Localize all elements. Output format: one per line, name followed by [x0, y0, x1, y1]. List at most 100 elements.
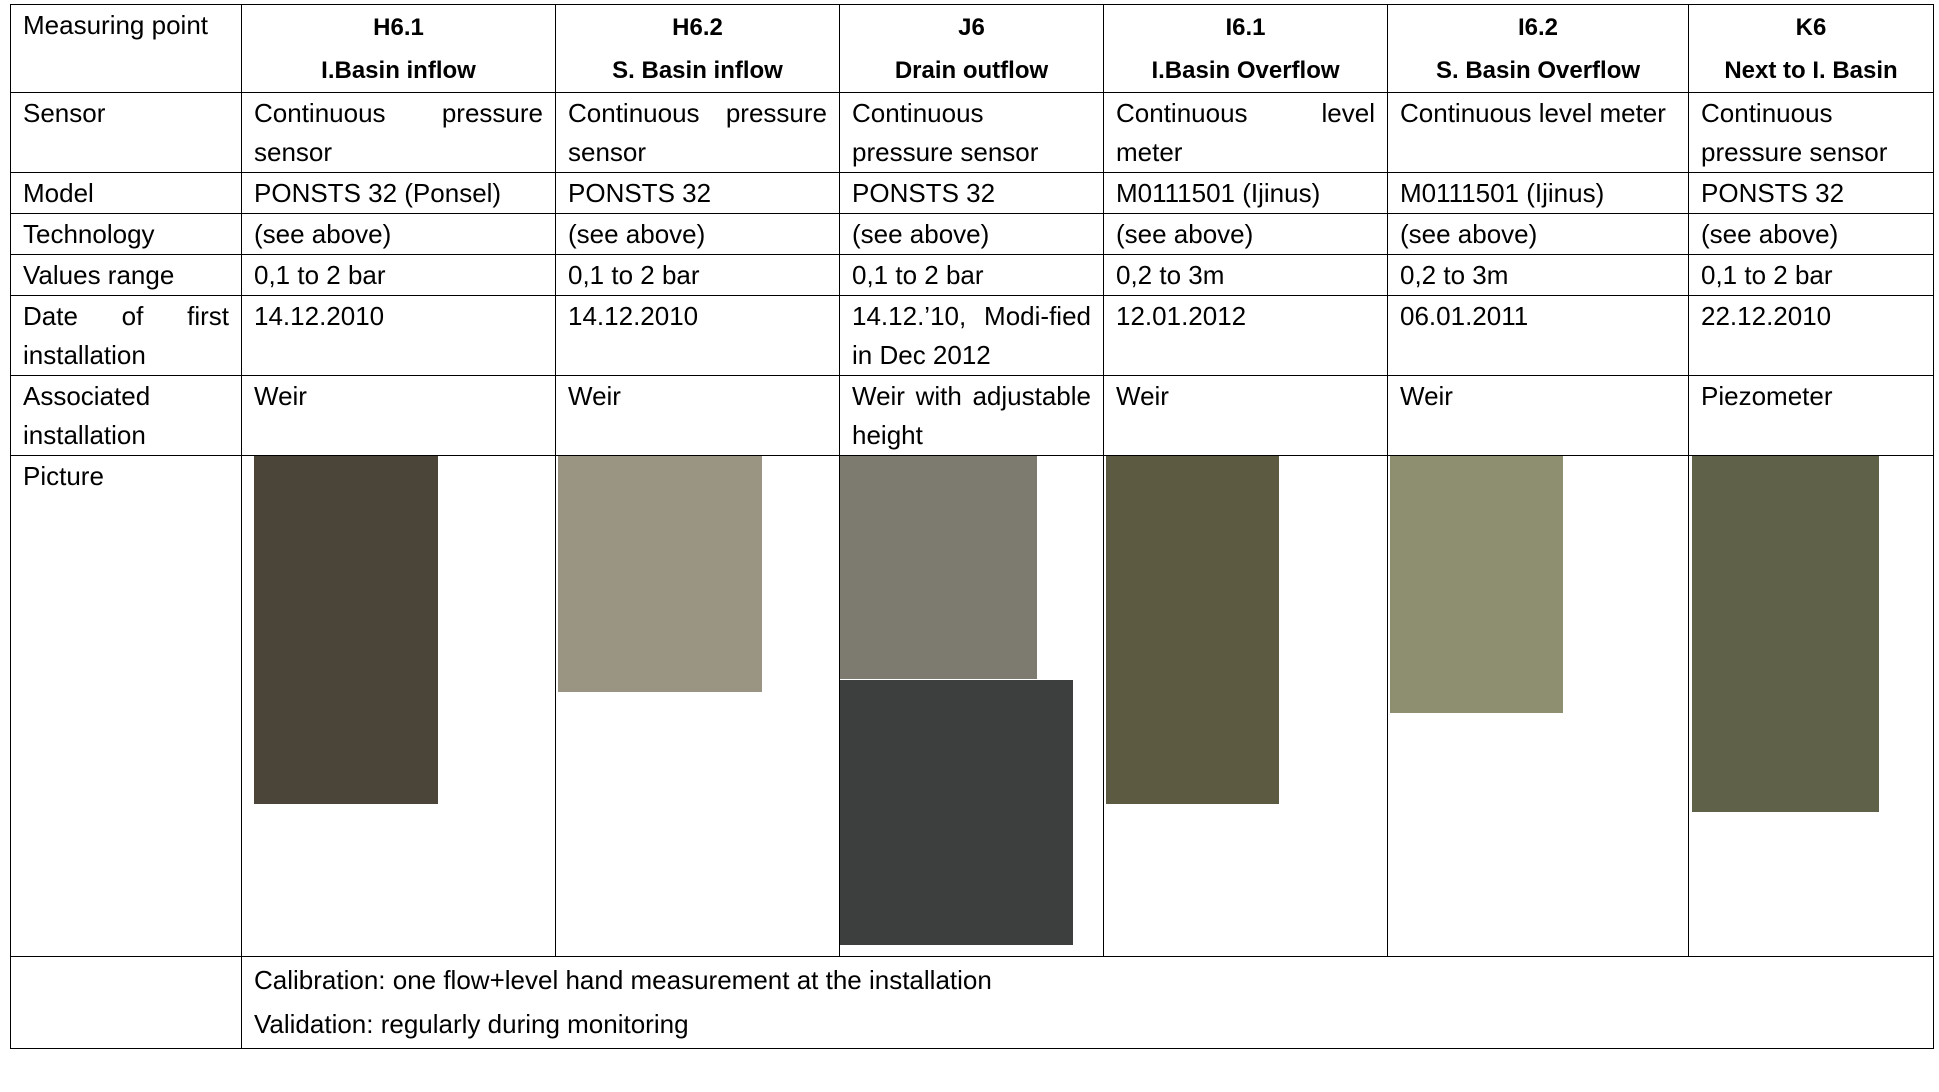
photo [1692, 456, 1879, 812]
header-cell: H6.1 I.Basin inflow [241, 4, 556, 93]
row-label: Values range [23, 260, 175, 290]
empty-cell [10, 956, 242, 1049]
cell-text: PONSTS 32 [852, 178, 996, 208]
table-cell: PONSTS 32 (Ponsel) [241, 172, 556, 214]
row-label-cell: Picture [10, 455, 242, 957]
table-cell: 14.12.’10, Modi-fied in Dec 2012 [839, 295, 1104, 376]
column-name: I.Basin inflow [321, 57, 476, 84]
row-label: Associated installation [23, 381, 151, 450]
row-label-cell: Date of first installation [10, 295, 242, 376]
cell-text: Weir [1116, 381, 1169, 411]
cell-text: Continuous pressure sensor [568, 98, 827, 167]
table-cell: (see above) [839, 213, 1104, 255]
table-row: Date of first installation 14.12.2010 14.1… [10, 295, 1934, 376]
table-row: Model PONSTS 32 (Ponsel) PONSTS 32 PONSTS 3… [10, 172, 1934, 214]
cell-text: 0,2 to 3m [1116, 260, 1225, 290]
note-line: Calibration: one flow+level hand measure… [254, 965, 992, 995]
table-cell: Continuous level meter [1103, 92, 1388, 173]
table-cell: 14.12.2010 [241, 295, 556, 376]
table-cell: PONSTS 32 [555, 172, 840, 214]
note-line: Validation: regularly during monitoring [254, 1009, 689, 1039]
table-cell: (see above) [555, 213, 840, 255]
table-cell: Continuous pressure sensor [839, 92, 1104, 173]
cell-text: (see above) [1400, 219, 1538, 249]
cell-text: (see above) [852, 219, 990, 249]
cell-text: (see above) [568, 219, 706, 249]
cell-text: (see above) [254, 219, 392, 249]
row-label: Picture [23, 461, 104, 491]
notes-cell: Calibration: one flow+level hand measure… [241, 956, 1934, 1049]
table-cell: PONSTS 32 [839, 172, 1104, 214]
cell-text: 0,1 to 2 bar [852, 260, 984, 290]
table-cell: Weir with adjustable height [839, 375, 1104, 456]
table-row: Values range 0,1 to 2 bar 0,1 to 2 bar 0,1 … [10, 254, 1934, 296]
cell-text: (see above) [1116, 219, 1254, 249]
cell-text: PONSTS 32 (Ponsel) [254, 178, 502, 208]
table-cell: Weir [241, 375, 556, 456]
table-cell: 22.12.2010 [1688, 295, 1934, 376]
photo [840, 680, 1073, 945]
table-cell: Continuous pressure sensor [1688, 92, 1934, 173]
cell-text: Continuous pressure sensor [1701, 98, 1888, 167]
photo [254, 456, 438, 804]
photo [558, 456, 762, 692]
cell-text: M0111501 (Ijinus) [1116, 178, 1321, 208]
cell-text: 22.12.2010 [1701, 301, 1832, 331]
row-label-cell: Sensor [10, 92, 242, 173]
header-row: Measuring point H6.1 I.Basin inflow H6.2 S. … [10, 4, 1934, 93]
table-cell: 0,1 to 2 bar [555, 254, 840, 296]
table-cell: Weir [1387, 375, 1689, 456]
picture-cell [1688, 455, 1934, 957]
cell-text: Weir [254, 381, 307, 411]
cell-text: 0,2 to 3m [1400, 260, 1509, 290]
cell-text: Continuous pressure sensor [254, 98, 543, 167]
column-id: I6.2 [1517, 14, 1559, 41]
row-label: Date of first installation [23, 301, 229, 370]
row-label-cell: Technology [10, 213, 242, 255]
table-cell: 12.01.2012 [1103, 295, 1388, 376]
cell-text: Continuous pressure sensor [852, 98, 1039, 167]
photo [1390, 456, 1563, 713]
column-name: S. Basin Overflow [1435, 57, 1641, 84]
column-name: Drain outflow [894, 57, 1049, 84]
table-cell: M0111501 (Ijinus) [1387, 172, 1689, 214]
table-cell: 0,2 to 3m [1103, 254, 1388, 296]
header-cell: I6.2 S. Basin Overflow [1387, 4, 1689, 93]
cell-text: M0111501 (Ijinus) [1400, 178, 1605, 208]
table-cell: M0111501 (Ijinus) [1103, 172, 1388, 214]
table-row: Sensor Continuous pressure sensor Continuo… [10, 92, 1934, 173]
cell-text: Piezometer [1701, 381, 1833, 411]
table-cell: 14.12.2010 [555, 295, 840, 376]
cell-text: Continuous level meter [1116, 98, 1375, 167]
row-label: Model [23, 178, 94, 208]
cell-text: 06.01.2011 [1400, 301, 1529, 331]
row-label-cell: Model [10, 172, 242, 214]
column-id: H6.1 [373, 14, 424, 41]
cell-text: 0,1 to 2 bar [254, 260, 386, 290]
cell-text: 14.12.2010 [568, 301, 699, 331]
table-cell: Weir [1103, 375, 1388, 456]
cell-text: 12.01.2012 [1116, 301, 1247, 331]
table-cell: (see above) [1103, 213, 1388, 255]
column-name: Next to I. Basin [1724, 57, 1898, 84]
row-label: Sensor [23, 98, 106, 128]
table-cell: Continuous level meter [1387, 92, 1689, 173]
column-name: S. Basin inflow [612, 57, 783, 84]
cell-text: Weir with adjustable height [852, 381, 1091, 450]
header-cell: J6 Drain outflow [839, 4, 1104, 93]
table-cell: (see above) [241, 213, 556, 255]
header-cell: I6.1 I.Basin Overflow [1103, 4, 1388, 93]
cell-text: PONSTS 32 [568, 178, 712, 208]
row-label-cell: Values range [10, 254, 242, 296]
table-cell: (see above) [1387, 213, 1689, 255]
table-cell: Weir [555, 375, 840, 456]
table-row: Technology (see above) (see above) (see abo… [10, 213, 1934, 255]
row-label-cell: Associated installation [10, 375, 242, 456]
header-label: Measuring point [23, 10, 208, 40]
column-name: I.Basin Overflow [1151, 57, 1340, 84]
header-cell: Measuring point [10, 4, 242, 93]
header-cell: H6.2 S. Basin inflow [555, 4, 840, 93]
table-cell: 06.01.2011 [1387, 295, 1689, 376]
photo [840, 456, 1037, 679]
